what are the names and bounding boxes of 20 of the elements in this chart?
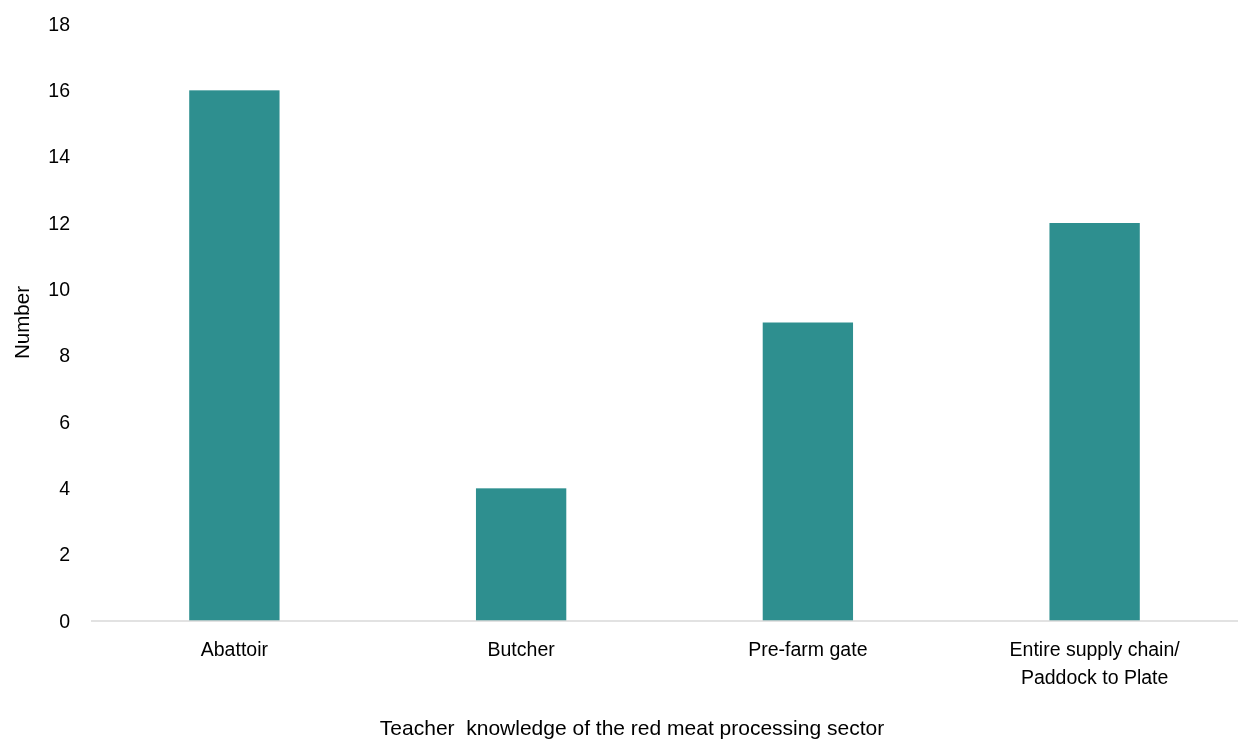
- y-tick-label: 4: [59, 477, 71, 500]
- y-tick-label: 14: [48, 145, 71, 168]
- y-tick-label: 18: [48, 12, 70, 35]
- y-tick-label: 8: [59, 344, 70, 367]
- x-tick-label: Entire supply chain/ Paddock to Plate: [1009, 638, 1181, 688]
- y-tick-label: 6: [59, 410, 70, 433]
- bar: [475, 488, 567, 621]
- x-tick-label: Abattoir: [200, 638, 269, 660]
- bar: [189, 90, 280, 621]
- bar: [1049, 223, 1140, 621]
- bar: [762, 322, 854, 621]
- x-tick-label: Pre-farm gate: [748, 638, 868, 660]
- y-tick-label: 12: [48, 211, 70, 234]
- x-axis-title: Teacher knowledge of the red meat processing sector: [379, 716, 885, 739]
- y-axis-title: Number: [10, 285, 33, 359]
- y-tick-label: 16: [48, 79, 70, 102]
- y-tick-label: 0: [59, 609, 71, 632]
- y-tick-label: 10: [48, 278, 71, 301]
- y-tick-label: 2: [59, 543, 70, 566]
- x-tick-label: Butcher: [487, 638, 556, 660]
